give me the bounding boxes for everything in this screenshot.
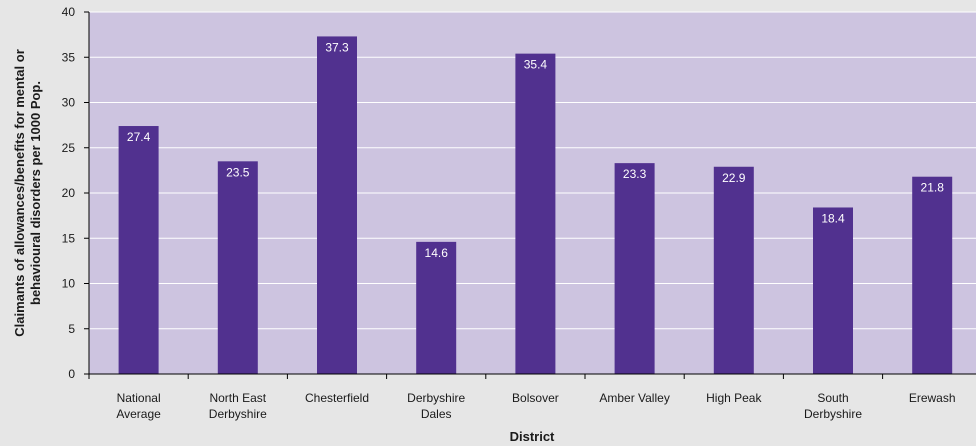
data-label: 18.4	[821, 211, 845, 225]
y-axis-title: Claimants of allowances/benefits for men…	[12, 49, 43, 337]
x-axis-title: District	[510, 429, 555, 444]
y-tick-label: 15	[62, 231, 76, 245]
bar	[515, 53, 556, 374]
bar	[912, 176, 953, 374]
bar	[713, 166, 754, 374]
x-tick-label: Amber Valley	[599, 391, 669, 405]
bar	[317, 36, 357, 375]
x-tick-label: Derbyshire Dales	[407, 391, 465, 421]
data-label: 35.4	[524, 58, 548, 72]
data-label: 37.3	[325, 40, 349, 54]
data-label: 27.4	[127, 130, 151, 144]
y-tick-label: 40	[62, 5, 76, 19]
y-tick-label: 35	[62, 50, 76, 64]
data-label: 21.8	[921, 181, 945, 195]
x-tick-label: North East Derbyshire	[209, 391, 267, 421]
axes	[84, 11, 976, 379]
data-label: 23.3	[623, 167, 647, 181]
bars	[118, 36, 953, 375]
bar	[217, 161, 258, 374]
bar	[416, 241, 457, 374]
x-tick-label: Chesterfield	[305, 391, 369, 405]
y-tick-label: 5	[68, 322, 75, 336]
data-label: 22.9	[722, 171, 746, 185]
x-tick-label: National Average	[116, 391, 161, 421]
labels: 0 5 10 15 20 25 30 35 40 27.4 National Average 23.5 N…	[62, 5, 956, 421]
y-tick-label: 30	[62, 96, 76, 110]
y-tick-label: 10	[62, 277, 76, 291]
y-tick-label: 20	[62, 186, 76, 200]
data-label: 14.6	[425, 246, 449, 260]
bar	[614, 163, 655, 374]
y-tick-label: 0	[68, 367, 75, 381]
bar	[118, 126, 159, 374]
x-tick-label: Bolsover	[512, 391, 559, 405]
y-tick-label: 25	[62, 141, 76, 155]
x-tick-label: High Peak	[706, 391, 762, 405]
bar	[813, 207, 853, 374]
data-label: 23.5	[226, 165, 250, 179]
x-tick-label: Erewash	[909, 391, 956, 405]
x-tick-label: South Derbyshire	[804, 391, 862, 421]
